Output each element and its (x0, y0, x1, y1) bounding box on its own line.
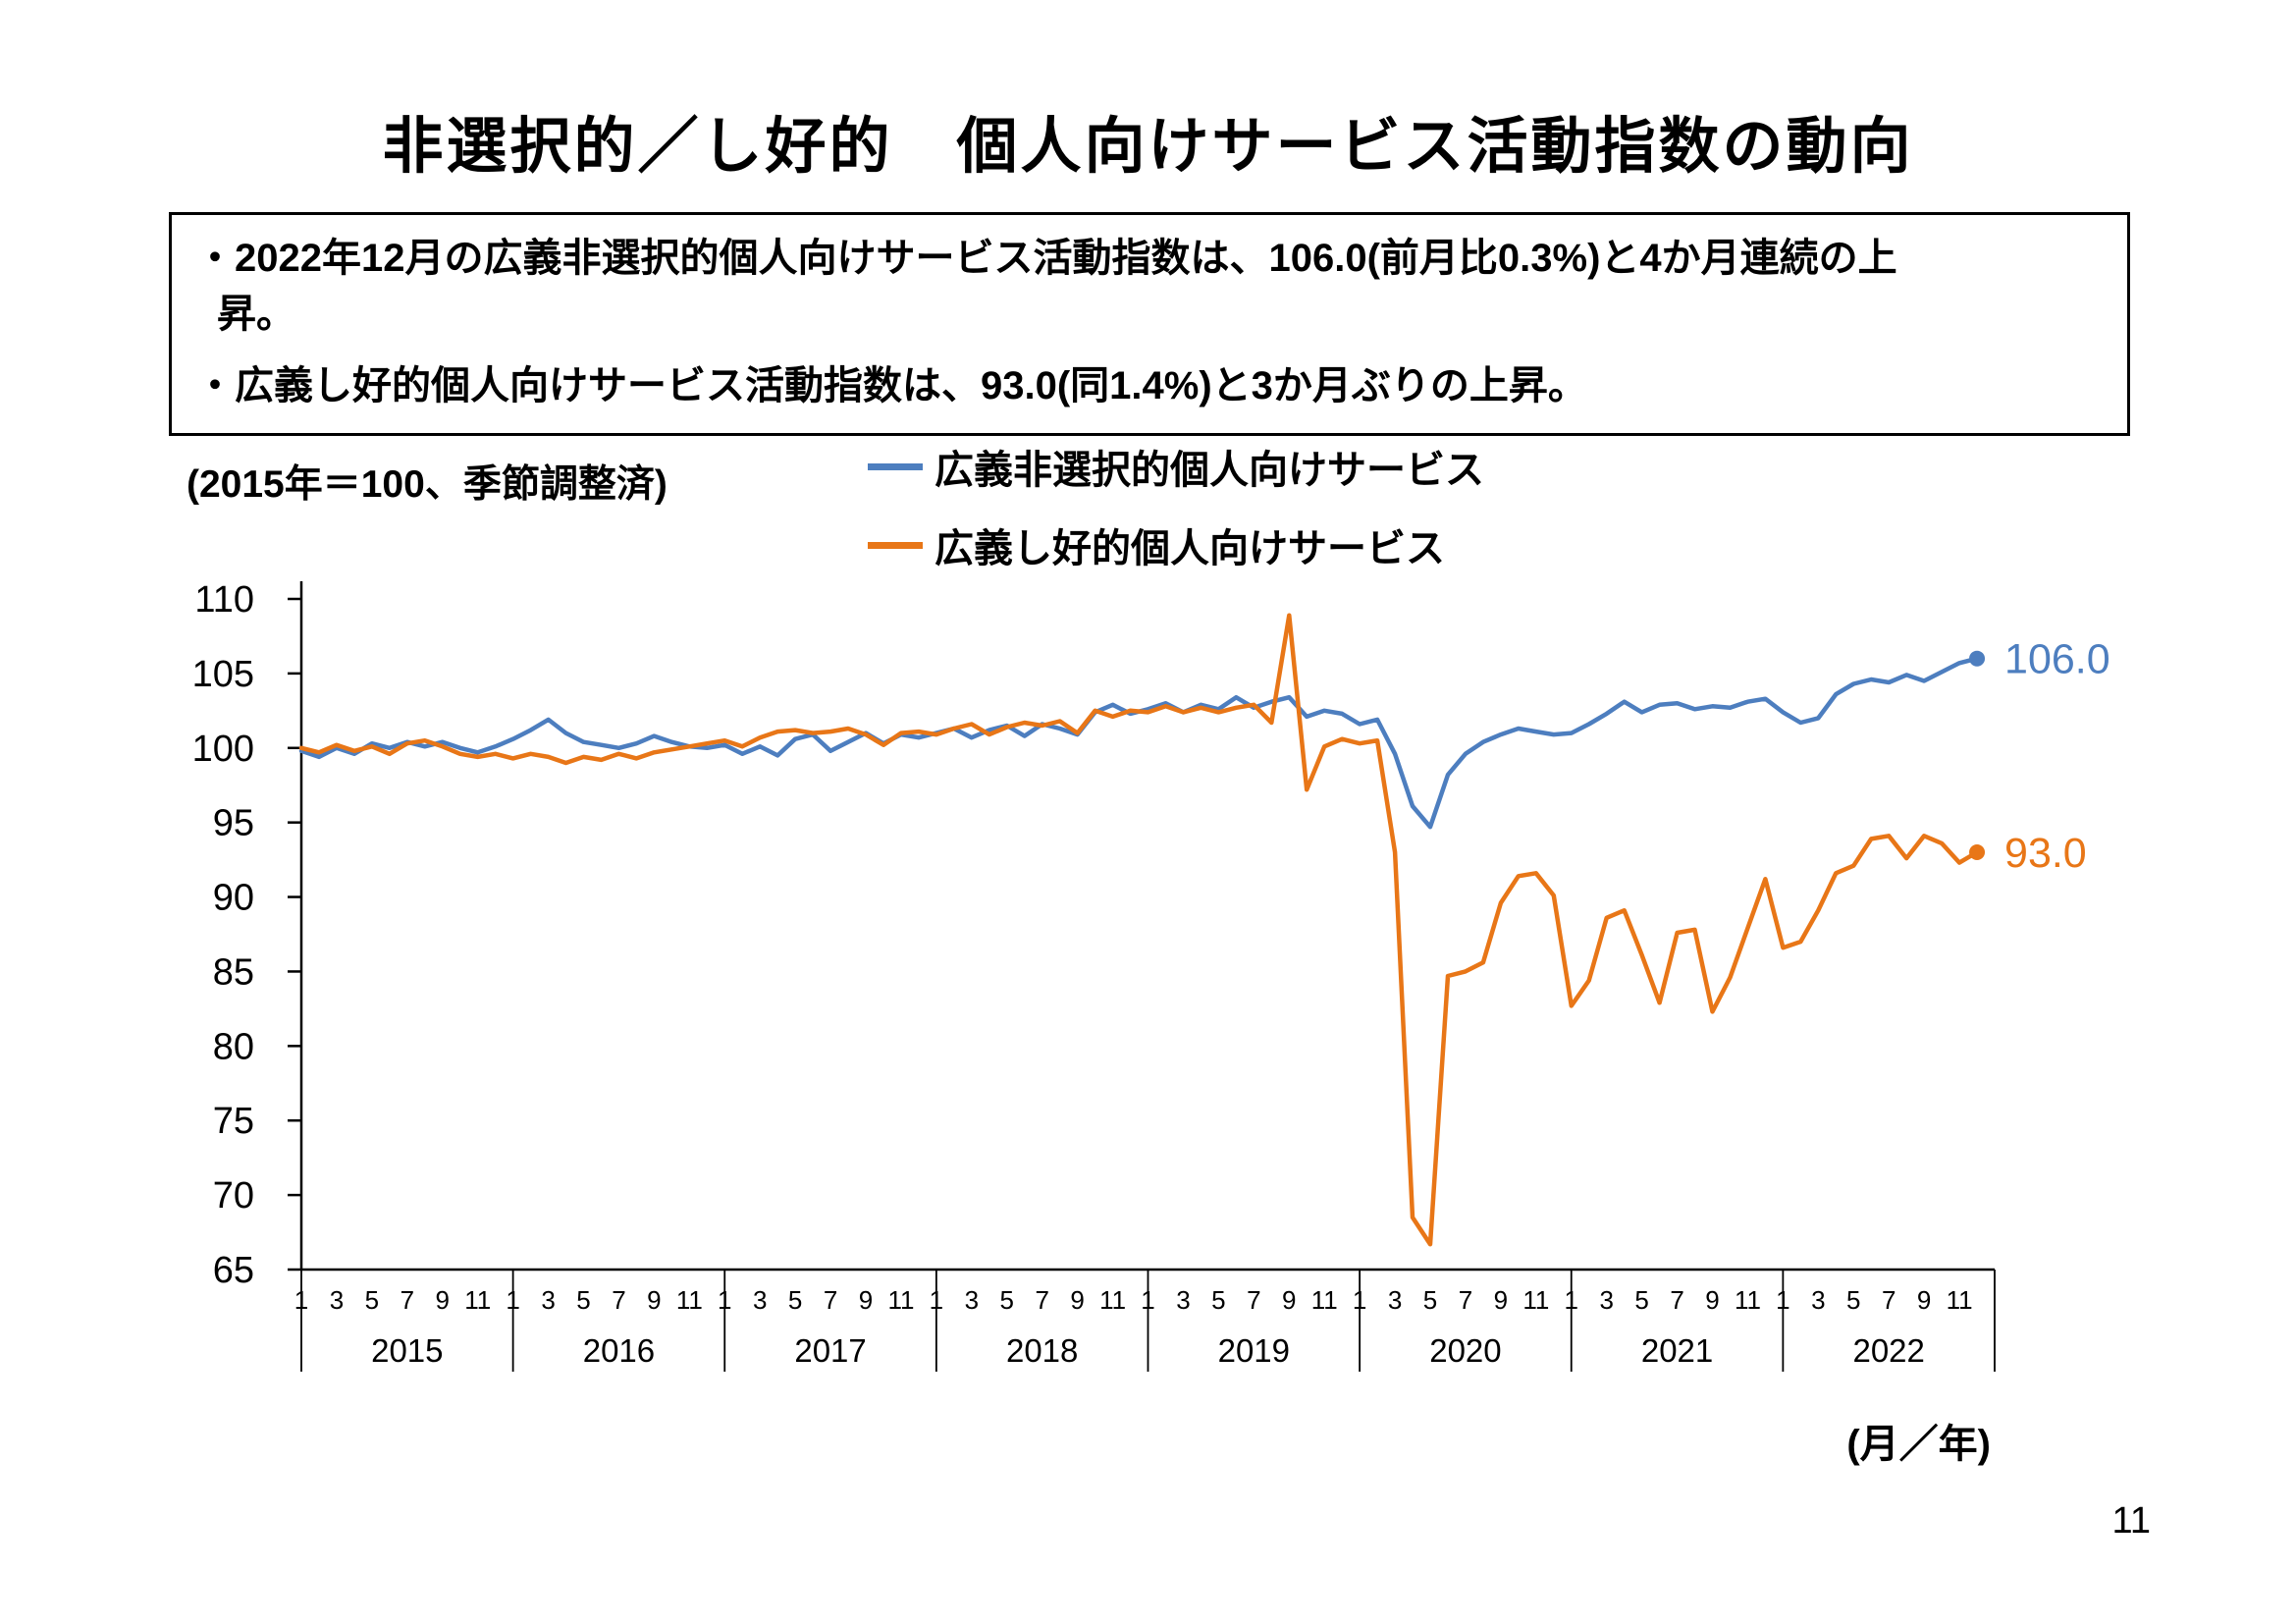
chart-legend: 広義非選択的個人向けサービス 広義し好的個人向けサービス (868, 436, 1484, 593)
month-tick-label: 1 (1353, 1285, 1366, 1315)
series-line (298, 656, 1980, 830)
summary-bullet-1: ・2022年12月の広義非選択的個人向けサービス活動指数は、106.0(前月比0… (195, 231, 2104, 343)
month-tick-label: 3 (1599, 1285, 1613, 1315)
x-axis-unit-label: (月／年) (1846, 1423, 1991, 1466)
summary-bullet-1-line-2: 昇。 (217, 292, 295, 336)
year-label: 2016 (583, 1332, 655, 1369)
month-tick-label: 1 (1565, 1285, 1578, 1315)
month-tick-label: 1 (930, 1285, 943, 1315)
month-tick-label: 1 (1776, 1285, 1789, 1315)
month-tick-label: 9 (1070, 1285, 1084, 1315)
month-tick-label: 3 (1388, 1285, 1402, 1315)
y-axis-label: 95 (213, 803, 254, 844)
month-tick-label: 3 (753, 1285, 767, 1315)
year-label: 2019 (1218, 1332, 1290, 1369)
legend-label-nonselective: 広義非選択的個人向けサービス (934, 449, 1484, 492)
year-label: 2015 (371, 1332, 443, 1369)
month-tick-label: 9 (859, 1285, 873, 1315)
month-tick-label: 7 (612, 1285, 625, 1315)
month-tick-label: 9 (436, 1285, 450, 1315)
year-label: 2022 (1852, 1332, 1924, 1369)
month-tick-label: 1 (718, 1285, 731, 1315)
summary-bullet-2: ・広義し好的個人向けサービス活動指数は、93.0(同1.4%)と3か月ぶりの上昇… (195, 363, 1587, 407)
month-tick-label: 9 (1494, 1285, 1508, 1315)
year-label: 2020 (1429, 1332, 1501, 1369)
month-tick-label: 5 (1423, 1285, 1437, 1315)
month-tick-label: 7 (1882, 1285, 1896, 1315)
legend-item-nonselective: 広義非選択的個人向けサービス (868, 436, 1484, 497)
y-axis-label: 85 (213, 951, 254, 993)
month-tick-label: 11 (1311, 1285, 1338, 1315)
month-tick-label: 7 (400, 1285, 414, 1315)
page-number: 11 (2111, 1500, 2151, 1542)
month-tick-label: 9 (1917, 1285, 1931, 1315)
month-tick-label: 7 (1247, 1285, 1260, 1315)
month-tick-label: 11 (676, 1285, 703, 1315)
month-tick-label: 3 (965, 1285, 979, 1315)
month-tick-label: 11 (887, 1285, 914, 1315)
month-tick-label: 5 (788, 1285, 802, 1315)
month-tick-label: 11 (1099, 1285, 1126, 1315)
month-tick-label: 1 (506, 1285, 519, 1315)
month-tick-label: 9 (1282, 1285, 1296, 1315)
month-tick-label: 9 (1705, 1285, 1719, 1315)
page-title: 非選択的／し好的 個人向けサービス活動指数の動向 (382, 113, 1914, 181)
y-axis-label: 75 (213, 1101, 254, 1142)
year-label: 2021 (1641, 1332, 1713, 1369)
month-tick-label: 11 (1735, 1285, 1761, 1315)
legend-item-preference: 広義し好的個人向けサービス (868, 514, 1484, 575)
month-tick-label: 7 (1459, 1285, 1472, 1315)
y-axis-label: 70 (213, 1175, 254, 1217)
series-end-label: 106.0 (2004, 636, 2110, 683)
summary-box: ・2022年12月の広義非選択的個人向けサービス活動指数は、106.0(前月比0… (169, 212, 2130, 437)
year-label: 2018 (1006, 1332, 1078, 1369)
y-axis-label: 105 (192, 654, 254, 695)
y-axis-label: 90 (213, 878, 254, 919)
month-tick-label: 3 (330, 1285, 344, 1315)
month-tick-label: 11 (1947, 1285, 1973, 1315)
month-tick-label: 5 (365, 1285, 379, 1315)
month-tick-label: 5 (576, 1285, 590, 1315)
month-tick-label: 5 (1211, 1285, 1225, 1315)
month-tick-label: 9 (647, 1285, 661, 1315)
chart-area: 65 70 75 80 85 90 95 100 105 110 1 3 5 7 9 11 2015 1 3 5 7 9 1… (0, 560, 2296, 1443)
month-tick-label: 1 (1141, 1285, 1154, 1315)
y-axis-label: 80 (213, 1026, 254, 1067)
summary-bullet-1-line-1: ・2022年12月の広義非選択的個人向けサービス活動指数は、106.0(前月比0… (195, 237, 1897, 280)
legend-label-preference: 広義し好的個人向けサービス (934, 527, 1445, 570)
y-axis-label: 100 (192, 729, 254, 770)
month-tick-label: 7 (1670, 1285, 1683, 1315)
month-tick-label: 11 (1522, 1285, 1549, 1315)
month-tick-label: 5 (1000, 1285, 1014, 1315)
month-tick-label: 7 (824, 1285, 837, 1315)
series-end-label: 93.0 (2004, 830, 2087, 877)
legend-line-swatch-orange (868, 541, 923, 549)
year-label: 2017 (794, 1332, 866, 1369)
y-axis-label: 65 (213, 1250, 254, 1291)
series-line (298, 613, 1980, 1247)
series-end-dot (1969, 650, 1986, 667)
month-tick-label: 3 (1176, 1285, 1190, 1315)
month-tick-label: 1 (294, 1285, 308, 1315)
legend-line-swatch-blue (868, 462, 923, 470)
month-tick-label: 5 (1846, 1285, 1860, 1315)
month-tick-label: 11 (464, 1285, 491, 1315)
month-tick-label: 3 (1811, 1285, 1825, 1315)
y-axis-label: 110 (194, 579, 254, 621)
series-end-dot (1969, 844, 1986, 861)
month-tick-label: 3 (541, 1285, 555, 1315)
month-tick-label: 5 (1634, 1285, 1648, 1315)
axis-base-note: (2015年＝100、季節調整済) (187, 463, 667, 506)
month-tick-label: 7 (1035, 1285, 1048, 1315)
